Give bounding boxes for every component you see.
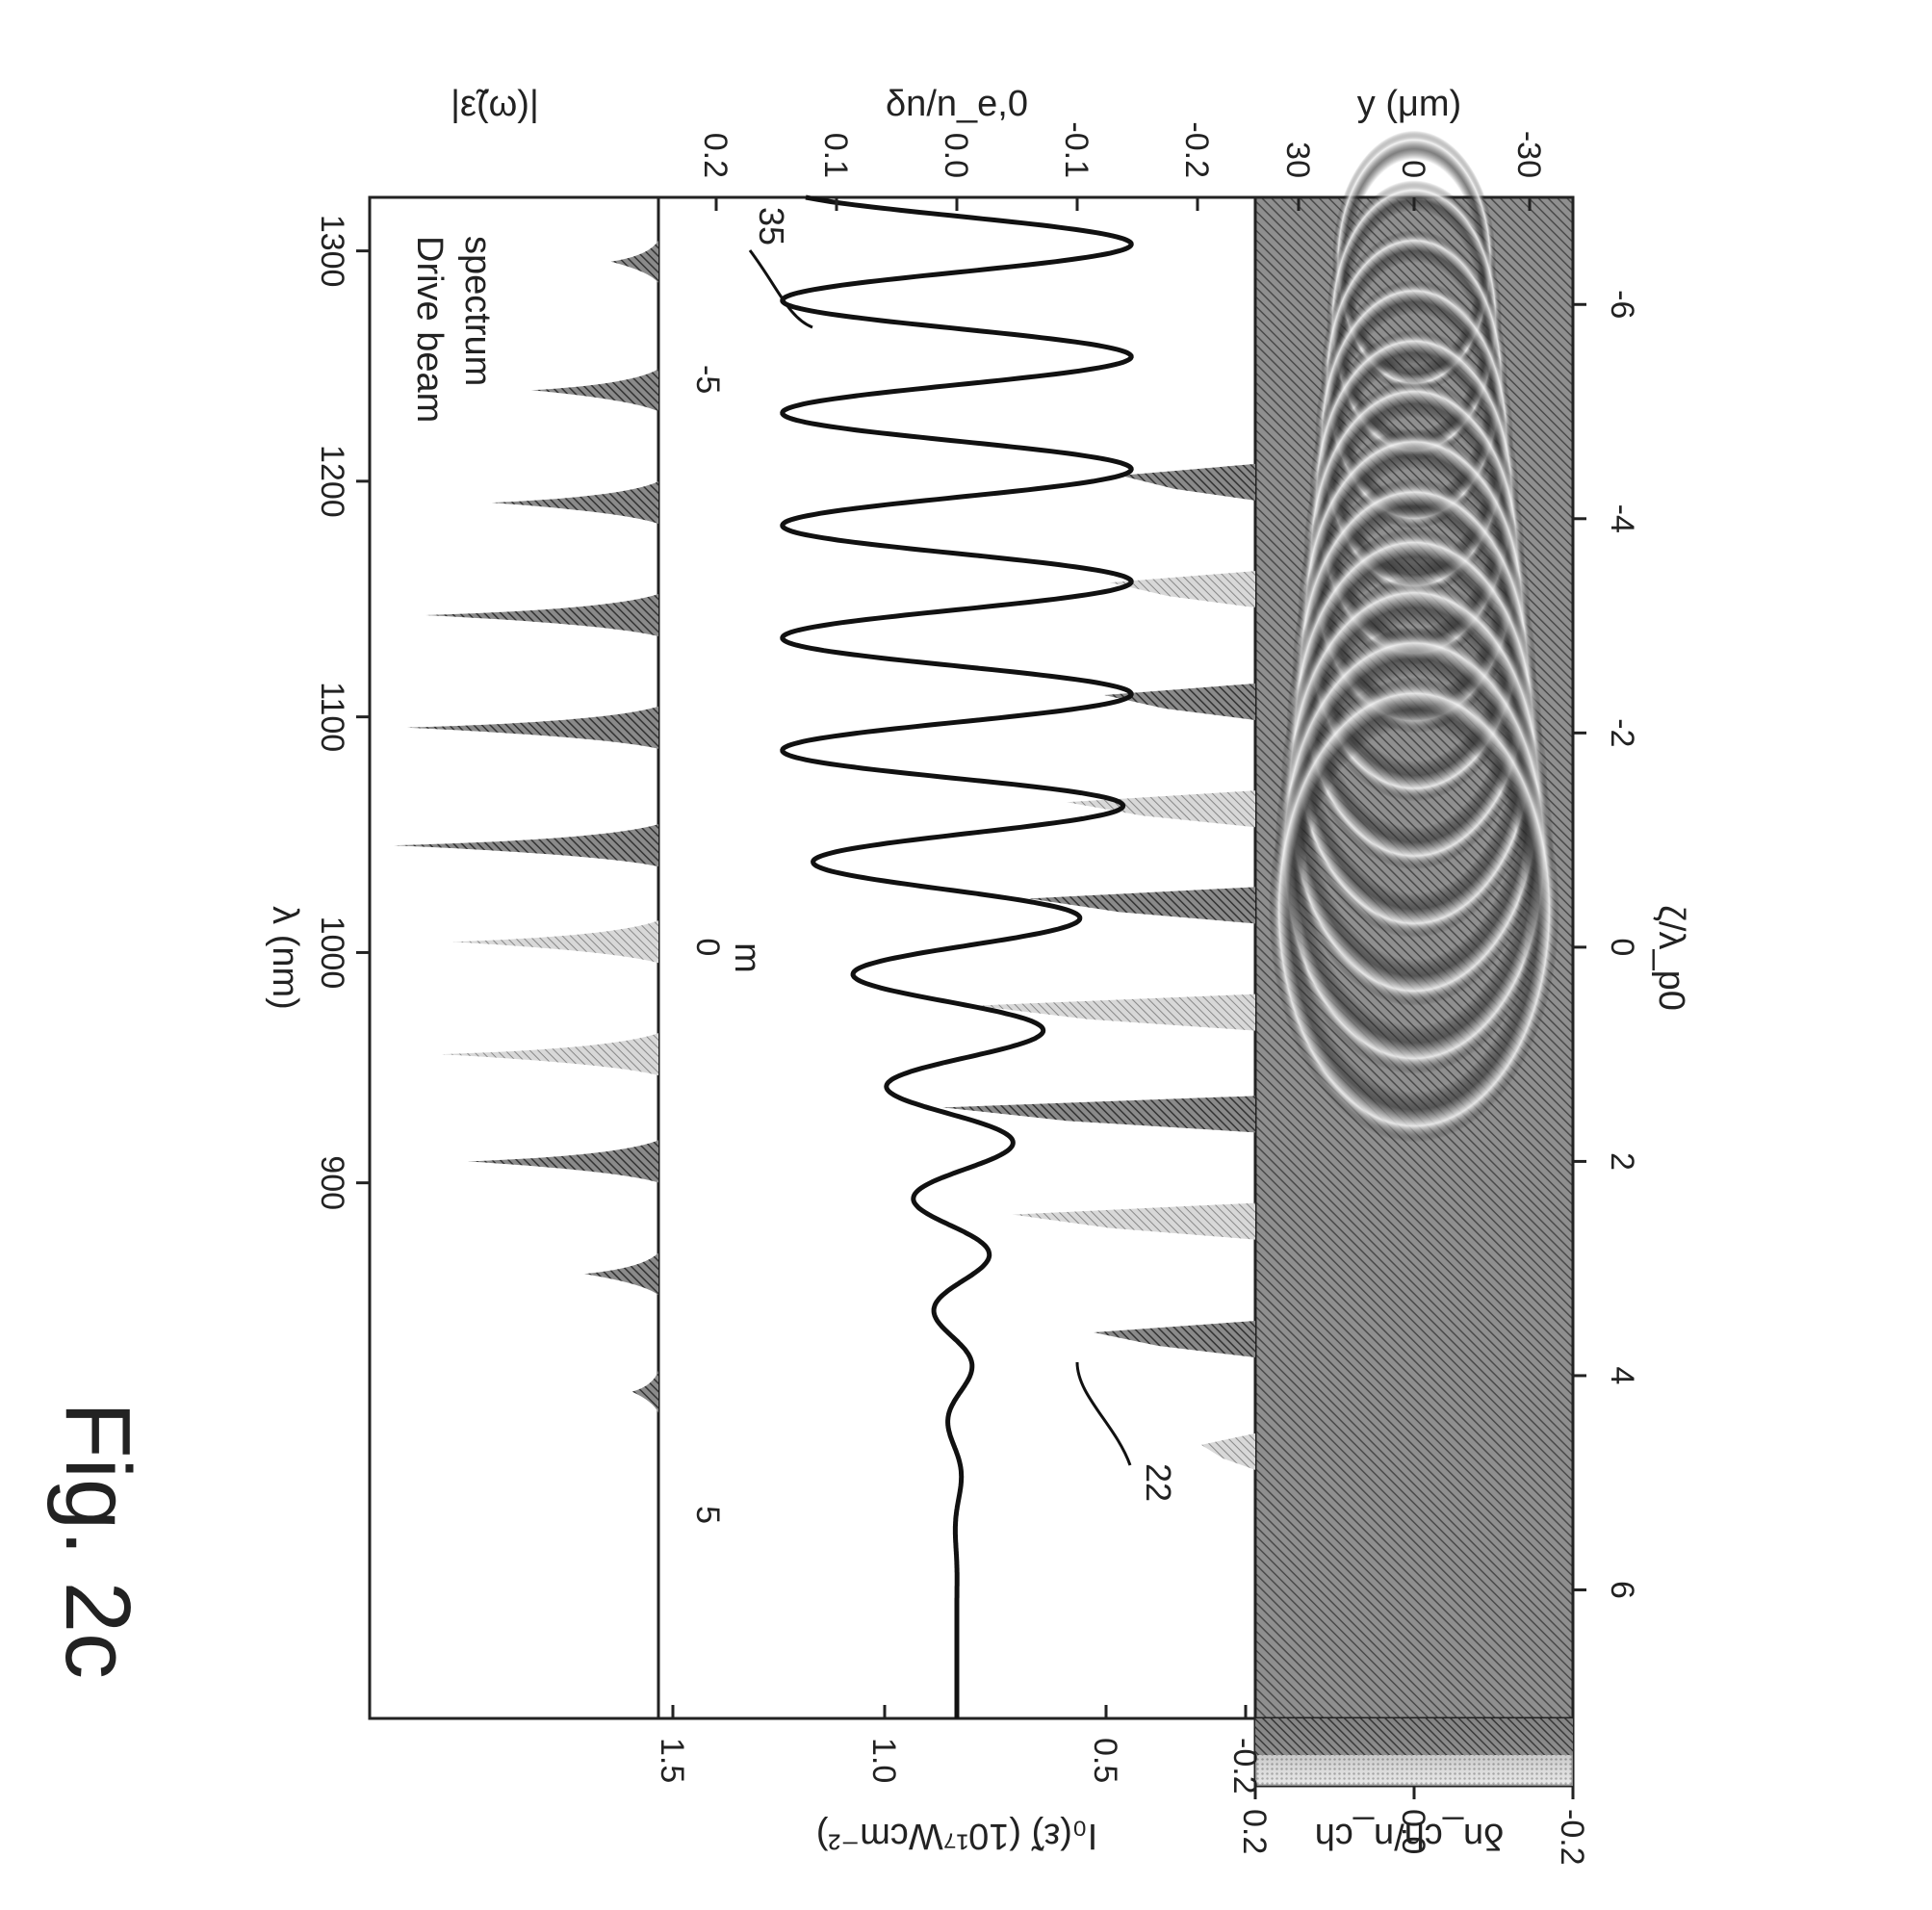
intensity-stick-0 [1121, 463, 1255, 501]
zeta-tick-label-4: 2 [1604, 1152, 1640, 1171]
spectrum-y-label: |ε̃(ω)| [451, 84, 539, 124]
spectrum-annotation-line1: Drive beam [409, 236, 450, 423]
m-tick-label-2: 5 [689, 1506, 726, 1524]
zeta-tick-label-1: -4 [1604, 504, 1640, 533]
lambda-tick-label-0: 1300 [314, 215, 350, 288]
spectrum-peak-0-1 [531, 369, 658, 412]
spectrum-peak-0-4 [406, 706, 658, 749]
density-ytick-label-1: 0.1 [817, 133, 854, 178]
lambda-tick-label-3: 1000 [314, 916, 350, 990]
intensity-stick-4 [1028, 887, 1255, 924]
intensity-stick-9 [1201, 1432, 1255, 1470]
intensity-stick-6 [942, 1096, 1255, 1133]
zeta-tick-label-2: -2 [1604, 718, 1640, 747]
spectrum-peak-0-3 [425, 593, 658, 636]
spectrum-peak-0-0 [610, 240, 658, 283]
intensity-ytick-label-2: 0.5 [1087, 1738, 1123, 1783]
spectrum-annotation-line2: spectrum [457, 236, 498, 386]
wake-ytick-label-0: 30 [1279, 142, 1316, 178]
series-label-22: 22 [1139, 1463, 1178, 1502]
density-ytick-label-2: 0.0 [938, 133, 974, 178]
spectrum-peak-1-1 [441, 1033, 658, 1076]
colorbar-cap-dark [1255, 1718, 1573, 1755]
wake-ring-11 [1269, 677, 1559, 1143]
wake-x-label: ζ/λ_p0 [1651, 905, 1691, 1011]
zeta-tick-label-6: 6 [1604, 1581, 1640, 1599]
zeta-tick-label-5: 4 [1604, 1366, 1640, 1384]
intensity-sticks [942, 463, 1255, 1470]
spectrum-peak-0-8 [631, 1370, 658, 1413]
density-ytick-label-4: -0.2 [1178, 121, 1215, 178]
spectrum-series [394, 240, 658, 1413]
density-line-series [780, 194, 1134, 1718]
lambda-tick-label-4: 900 [314, 1155, 350, 1210]
intensity-ytick-label-3: -0.2 [1226, 1738, 1263, 1794]
intensity-stick-1 [1109, 571, 1255, 608]
wake-ytick-label-1: 0 [1395, 160, 1431, 178]
spectrum-peak-0-5 [394, 824, 658, 867]
colorbar-tick-label-1: 0.0 [1395, 1809, 1431, 1854]
axis-ticks: -6 -4 -2 0 2 4 6 1300 1200 1100 1000 900 -5 0 5 0.2 0.1 0… [314, 121, 1640, 1865]
intensity-stick-8 [1094, 1321, 1255, 1357]
zeta-tick-label-3: 0 [1604, 938, 1640, 956]
colorbar-cap-light [1255, 1755, 1573, 1786]
colorbar-label: δn_ch/n_ch [1315, 1816, 1505, 1856]
series-label-35: 35 [752, 207, 791, 245]
m-axis-label: m [727, 942, 767, 973]
spectrum-peak-1-0 [451, 920, 658, 964]
density-ytick-label-0: 0.2 [697, 133, 734, 178]
intensity-ytick-label-1: 1.0 [865, 1738, 902, 1783]
series-pointer-35 [748, 249, 813, 329]
spectrum-panel-frame [368, 195, 660, 1720]
intensity-stick-2 [1104, 683, 1255, 720]
spectrum-peak-0-2 [491, 481, 658, 525]
lambda-tick-label-1: 1200 [314, 445, 350, 518]
intensity-stick-7 [1013, 1202, 1255, 1240]
m-tick-label-0: -5 [689, 365, 726, 394]
spectrum-peak-0-6 [468, 1140, 658, 1183]
spectrum-peak-0-7 [584, 1252, 658, 1296]
wake-map-heatmap [1269, 130, 1559, 1143]
series-pointer-22 [1075, 1361, 1132, 1466]
zeta-tick-label-0: -6 [1604, 290, 1640, 319]
wake-y-label: y (μm) [1357, 84, 1461, 124]
lambda-tick-label-2: 1100 [314, 682, 350, 752]
m-tick-label-1: 0 [689, 938, 726, 956]
wake-ytick-label-2: -30 [1510, 131, 1547, 178]
density-y-label: δn/n_e,0 [886, 84, 1028, 124]
colorbar-tick-label-0: -0.2 [1554, 1809, 1590, 1866]
intensity-ytick-label-0: 1.5 [654, 1738, 690, 1783]
density-ytick-label-3: -0.1 [1058, 121, 1095, 178]
figure-title: Fig. 2c [46, 1402, 149, 1679]
intensity-y-right-label: I₀(ε̃) (10¹⁷Wcm⁻²) [816, 1816, 1097, 1856]
intensity-stick-5 [974, 994, 1255, 1031]
colorbar-tick-label-2: 0.2 [1236, 1809, 1273, 1854]
x-top-axis-label: λ (nm) [265, 906, 305, 1010]
